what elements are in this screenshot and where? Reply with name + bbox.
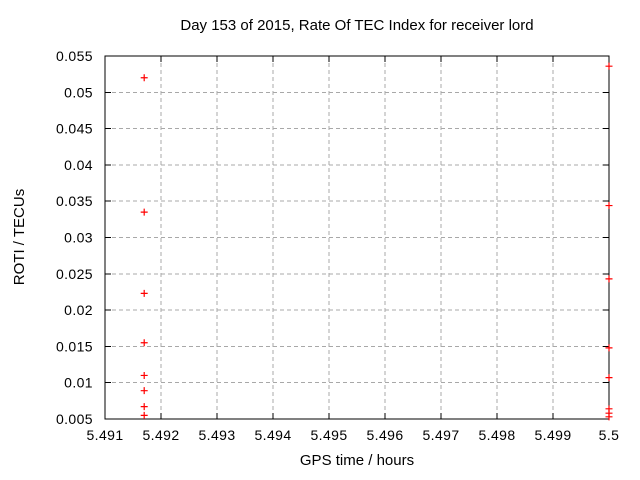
x-tick-label: 5.5 [599, 427, 620, 443]
y-tick-label: 0.04 [64, 157, 93, 173]
y-tick-label: 0.02 [64, 302, 93, 318]
x-tick-label: 5.491 [86, 427, 123, 443]
y-tick-label: 0.045 [56, 121, 93, 137]
data-point [140, 387, 148, 395]
data-point [605, 413, 613, 421]
data-point [140, 289, 148, 297]
x-tick-label: 5.495 [310, 427, 347, 443]
data-point [605, 202, 613, 210]
x-tick-label: 5.499 [534, 427, 571, 443]
y-tick-label: 0.015 [56, 338, 93, 354]
y-tick-label: 0.035 [56, 193, 93, 209]
x-tick-label: 5.494 [254, 427, 291, 443]
x-tick-label: 5.492 [142, 427, 179, 443]
data-point [140, 403, 148, 411]
data-point [140, 208, 148, 216]
y-tick-label: 0.01 [64, 375, 93, 391]
x-tick-label: 5.493 [198, 427, 235, 443]
data-point [140, 411, 148, 419]
data-point [140, 74, 148, 82]
y-tick-label: 0.025 [56, 266, 93, 282]
chart-title: Day 153 of 2015, Rate Of TEC Index for r… [180, 17, 534, 34]
y-tick-label: 0.05 [64, 84, 93, 100]
data-point [140, 371, 148, 379]
plot-border [104, 55, 610, 420]
x-tick-label: 5.497 [422, 427, 459, 443]
y-tick-label: 0.005 [56, 411, 93, 427]
y-tick-label: 0.055 [56, 48, 93, 64]
x-tick-label: 5.498 [478, 427, 515, 443]
data-point [605, 62, 613, 70]
x-tick-label: 5.496 [366, 427, 403, 443]
data-point [605, 344, 613, 352]
data-point [605, 374, 613, 382]
data-point [140, 339, 148, 347]
x-axis-title: GPS time / hours [299, 452, 415, 469]
y-tick-label: 0.03 [64, 230, 93, 246]
data-point [605, 275, 613, 283]
